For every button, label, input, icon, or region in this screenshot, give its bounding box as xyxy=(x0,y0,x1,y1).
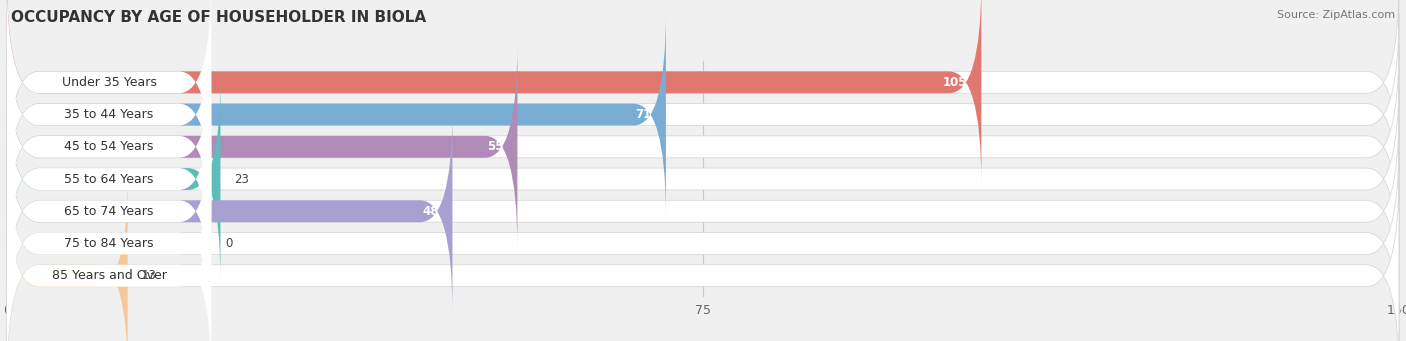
FancyBboxPatch shape xyxy=(7,174,128,341)
Text: 35 to 44 Years: 35 to 44 Years xyxy=(65,108,153,121)
FancyBboxPatch shape xyxy=(7,109,211,313)
FancyBboxPatch shape xyxy=(7,109,453,313)
FancyBboxPatch shape xyxy=(7,77,221,281)
FancyBboxPatch shape xyxy=(7,109,1399,313)
FancyBboxPatch shape xyxy=(7,174,1399,341)
Text: OCCUPANCY BY AGE OF HOUSEHOLDER IN BIOLA: OCCUPANCY BY AGE OF HOUSEHOLDER IN BIOLA xyxy=(11,10,426,25)
Text: 105: 105 xyxy=(943,76,967,89)
Text: 45 to 54 Years: 45 to 54 Years xyxy=(65,140,153,153)
FancyBboxPatch shape xyxy=(7,13,211,217)
Text: 0: 0 xyxy=(225,237,232,250)
FancyBboxPatch shape xyxy=(7,77,1399,281)
Text: 55: 55 xyxy=(486,140,503,153)
Text: 48: 48 xyxy=(422,205,439,218)
FancyBboxPatch shape xyxy=(7,45,1399,249)
Text: Under 35 Years: Under 35 Years xyxy=(62,76,156,89)
Text: 13: 13 xyxy=(142,269,156,282)
FancyBboxPatch shape xyxy=(7,45,211,249)
FancyBboxPatch shape xyxy=(7,174,211,341)
FancyBboxPatch shape xyxy=(7,13,666,217)
FancyBboxPatch shape xyxy=(7,45,517,249)
FancyBboxPatch shape xyxy=(7,0,211,184)
FancyBboxPatch shape xyxy=(7,142,1399,341)
Text: 71: 71 xyxy=(636,108,652,121)
FancyBboxPatch shape xyxy=(7,0,981,184)
Text: 23: 23 xyxy=(235,173,249,186)
Text: 85 Years and Over: 85 Years and Over xyxy=(52,269,166,282)
FancyBboxPatch shape xyxy=(7,77,211,281)
Text: 65 to 74 Years: 65 to 74 Years xyxy=(65,205,153,218)
FancyBboxPatch shape xyxy=(7,142,211,341)
Text: Source: ZipAtlas.com: Source: ZipAtlas.com xyxy=(1277,10,1395,20)
Text: 75 to 84 Years: 75 to 84 Years xyxy=(65,237,153,250)
FancyBboxPatch shape xyxy=(7,0,1399,184)
FancyBboxPatch shape xyxy=(7,13,1399,217)
Text: 55 to 64 Years: 55 to 64 Years xyxy=(65,173,153,186)
